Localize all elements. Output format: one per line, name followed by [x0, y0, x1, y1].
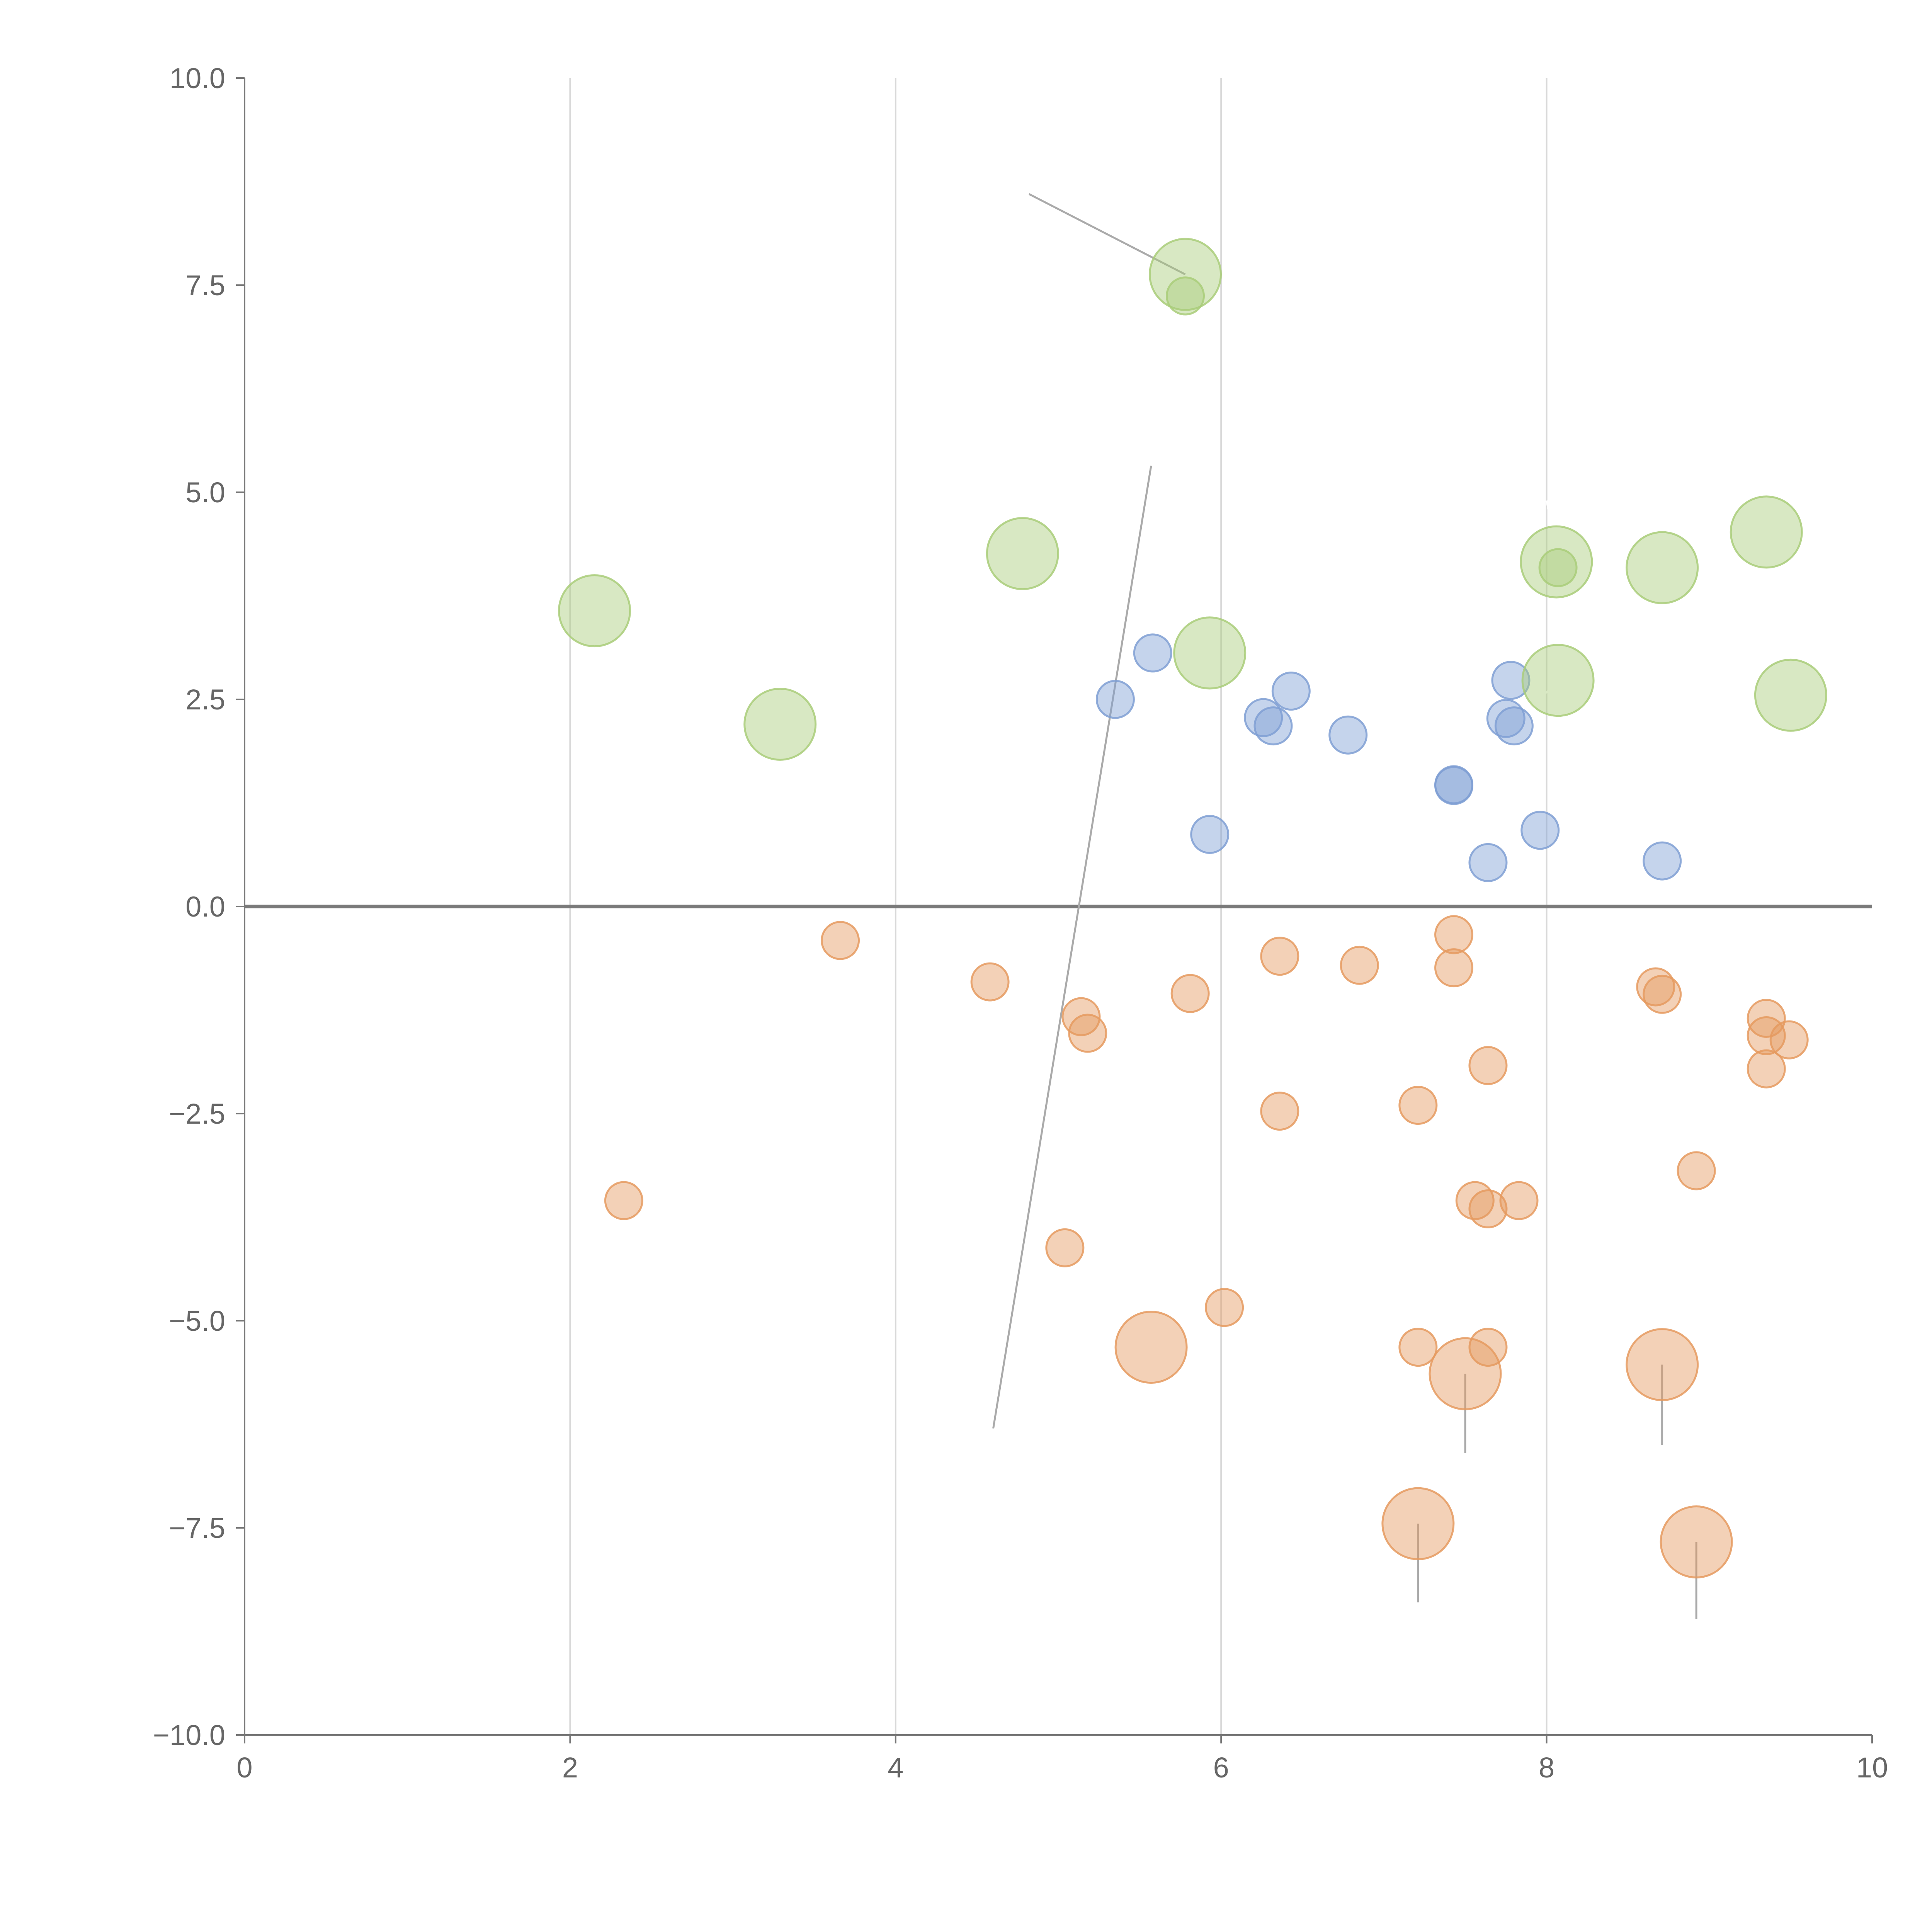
blue-point-12 — [1468, 843, 1508, 882]
green-point-9 — [1730, 495, 1803, 569]
green-point-10 — [1521, 644, 1595, 717]
leader-lines — [992, 193, 1767, 1619]
blue-point-5 — [1328, 715, 1368, 755]
blue-point-10 — [1434, 766, 1474, 805]
orange-point-25 — [1398, 1328, 1438, 1367]
series-orange — [604, 915, 1809, 1578]
green-point-2 — [986, 517, 1059, 590]
orange-point-0 — [821, 921, 860, 960]
y-tick-label: −5.0 — [169, 1305, 225, 1337]
tick-labels: 0 2 4 6 8 10 10.0 7.5 5.0 2.5 0.0 −2.5 −5.0 −7.5 −10.0 — [153, 62, 1888, 1784]
orange-point-8 — [1434, 948, 1474, 988]
leader-line-1 — [992, 465, 1152, 1429]
orange-point-7 — [1434, 915, 1474, 954]
green-point-8 — [1626, 531, 1699, 604]
orange-point-3 — [1068, 1014, 1107, 1053]
green-point-7 — [1538, 548, 1578, 587]
orange-point-15 — [1468, 1046, 1508, 1085]
orange-point-4 — [1170, 974, 1210, 1013]
x-tick-label: 6 — [1213, 1752, 1229, 1784]
x-tick-label: 8 — [1539, 1752, 1554, 1784]
orange-point-23 — [1045, 1228, 1085, 1267]
y-tick-label: 0.0 — [185, 891, 225, 923]
data-points — [558, 238, 1827, 1578]
blue-point-6 — [1491, 661, 1531, 700]
x-tick-label: 4 — [888, 1752, 903, 1784]
green-point-4 — [743, 687, 817, 761]
orange-point-14 — [1747, 1049, 1786, 1088]
y-tick-label: −7.5 — [169, 1512, 225, 1544]
green-point-11 — [1754, 658, 1827, 732]
blue-point-0 — [1133, 633, 1172, 673]
y-tick-label: 7.5 — [185, 269, 225, 301]
blue-point-4 — [1253, 706, 1293, 746]
leader-line-8 — [1507, 682, 1559, 725]
orange-point-27 — [1114, 1311, 1188, 1384]
green-point-3 — [558, 574, 631, 648]
orange-point-19 — [604, 1181, 643, 1220]
blue-point-2 — [1271, 672, 1311, 711]
y-tick-label: −10.0 — [153, 1719, 225, 1751]
y-tick-label: −2.5 — [169, 1098, 225, 1130]
orange-point-28 — [1429, 1337, 1502, 1410]
orange-point-5 — [1260, 937, 1299, 976]
orange-point-30 — [1381, 1487, 1455, 1560]
green-point-1 — [1166, 276, 1205, 316]
leader-line-0 — [1029, 193, 1186, 276]
blue-point-1 — [1095, 680, 1135, 719]
orange-point-17 — [1398, 1086, 1438, 1125]
blue-point-11 — [1190, 815, 1230, 854]
x-tick-label: 2 — [562, 1752, 578, 1784]
orange-point-10 — [1643, 975, 1682, 1014]
y-tick-label: 10.0 — [170, 62, 225, 94]
x-tick-label: 10 — [1856, 1752, 1888, 1784]
orange-point-29 — [1626, 1328, 1699, 1401]
orange-point-13 — [1769, 1020, 1809, 1060]
orange-point-16 — [1260, 1092, 1299, 1131]
series-blue — [1095, 633, 1682, 882]
orange-point-1 — [970, 962, 1010, 1002]
orange-point-31 — [1660, 1505, 1733, 1578]
blue-point-14 — [1643, 841, 1682, 881]
blue-point-8 — [1494, 706, 1534, 746]
y-tick-label: 2.5 — [185, 684, 225, 716]
green-point-6 — [1520, 525, 1593, 599]
orange-point-18 — [1677, 1151, 1716, 1190]
orange-point-24 — [1205, 1288, 1244, 1327]
green-point-5 — [1173, 616, 1247, 690]
orange-point-6 — [1340, 946, 1379, 985]
series-green — [558, 238, 1827, 761]
x-tick-label: 0 — [236, 1752, 252, 1784]
orange-point-21 — [1468, 1189, 1508, 1229]
orange-point-9 — [1636, 967, 1675, 1007]
blue-point-13 — [1520, 811, 1560, 850]
y-tick-label: 5.0 — [185, 476, 225, 509]
blue-point-7 — [1486, 699, 1526, 738]
orange-point-22 — [1499, 1181, 1539, 1220]
